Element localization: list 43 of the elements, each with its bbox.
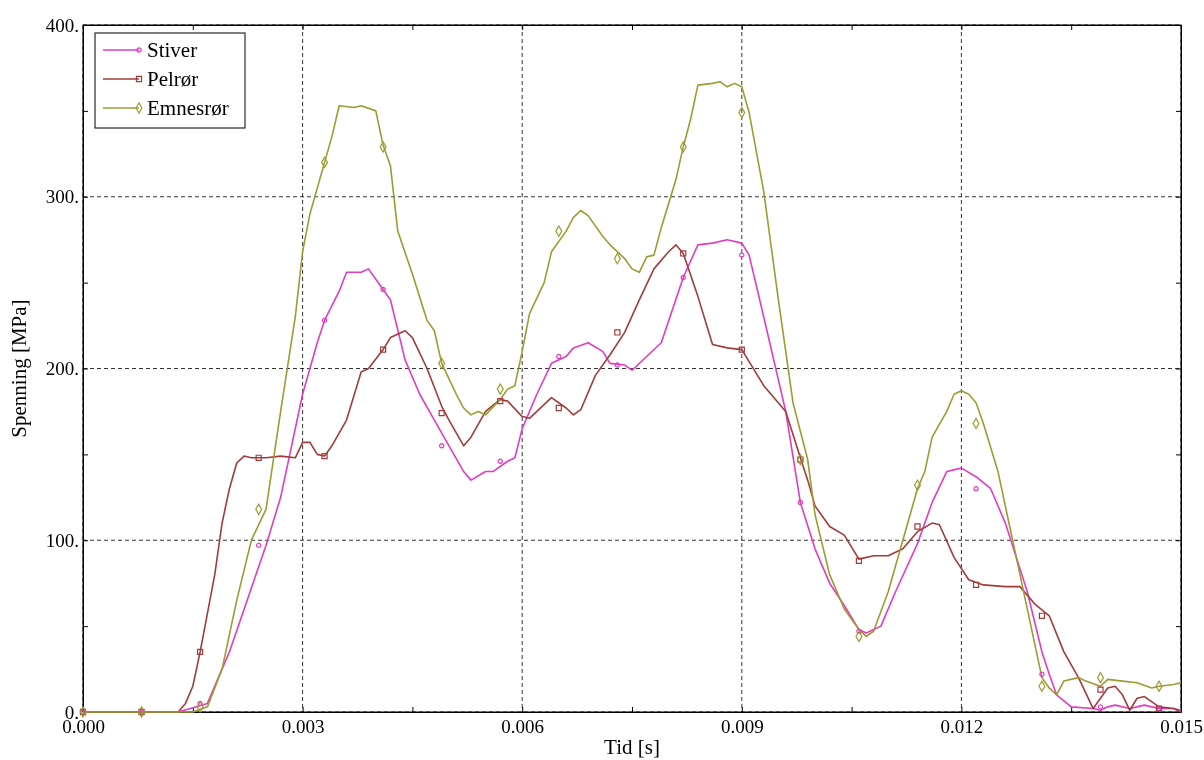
x-tick-label: 0.015 bbox=[1160, 716, 1203, 738]
point bbox=[1038, 612, 1046, 619]
point bbox=[797, 499, 804, 506]
point bbox=[1097, 704, 1104, 710]
legend-label: Pelrør bbox=[147, 67, 199, 91]
point bbox=[739, 252, 745, 258]
point bbox=[614, 329, 621, 336]
point bbox=[556, 353, 562, 360]
point bbox=[380, 286, 386, 293]
point bbox=[680, 274, 686, 281]
x-tick-label: 0.012 bbox=[940, 716, 984, 738]
point bbox=[856, 628, 862, 634]
point bbox=[555, 404, 562, 412]
point bbox=[321, 452, 328, 460]
y-axis-title: Spenning [MPa] bbox=[7, 299, 31, 438]
point bbox=[1097, 686, 1104, 693]
point bbox=[196, 648, 204, 656]
point bbox=[855, 557, 863, 565]
point bbox=[973, 486, 979, 492]
point bbox=[614, 362, 621, 368]
x-tick-label: 0.003 bbox=[281, 716, 325, 738]
y-tick-label: 300. bbox=[45, 186, 79, 208]
legend-label: Emnesrør bbox=[147, 96, 229, 120]
point bbox=[255, 454, 262, 461]
legend-label: Stiver bbox=[147, 38, 198, 62]
y-tick-label: 100. bbox=[45, 529, 79, 551]
point bbox=[438, 410, 445, 417]
x-tick-label: 0.006 bbox=[501, 716, 545, 738]
x-axis-title: Tid [s] bbox=[604, 735, 660, 759]
point bbox=[497, 397, 504, 405]
y-tick-label: 400. bbox=[45, 14, 79, 36]
point bbox=[914, 523, 921, 530]
point bbox=[738, 346, 745, 353]
point bbox=[497, 458, 503, 464]
point bbox=[438, 443, 445, 449]
point bbox=[255, 542, 262, 549]
point bbox=[680, 250, 687, 257]
point bbox=[913, 479, 922, 491]
x-tick-label: 0.009 bbox=[720, 716, 764, 738]
point bbox=[379, 346, 387, 353]
point bbox=[972, 581, 980, 589]
point bbox=[1039, 671, 1045, 677]
y-tick-label: 200. bbox=[45, 358, 79, 380]
